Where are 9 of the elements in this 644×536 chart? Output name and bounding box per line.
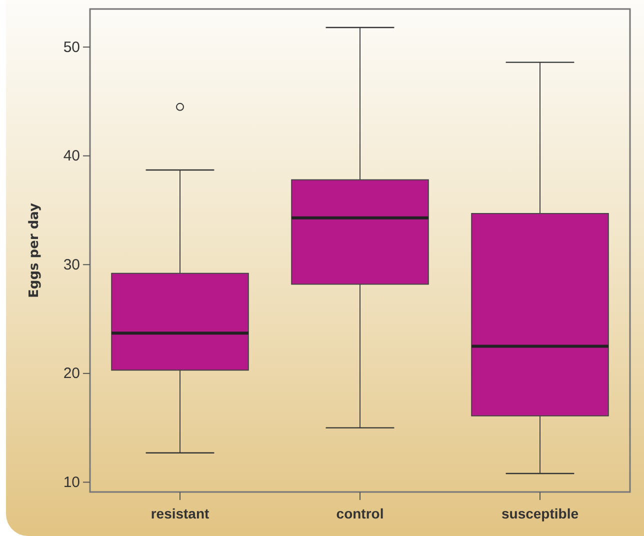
x-tick-label: susceptible: [501, 505, 579, 522]
x-tick-label: control: [336, 505, 384, 522]
y-axis-title: Eggs per day: [27, 202, 42, 298]
y-tick-label: 50: [63, 38, 80, 56]
y-tick-label: 40: [63, 148, 80, 165]
x-tick-label: resistant: [150, 505, 210, 522]
y-tick-label: 10: [63, 474, 80, 492]
y-tick-label: 30: [63, 256, 80, 274]
y-tick-label: 20: [63, 365, 80, 382]
